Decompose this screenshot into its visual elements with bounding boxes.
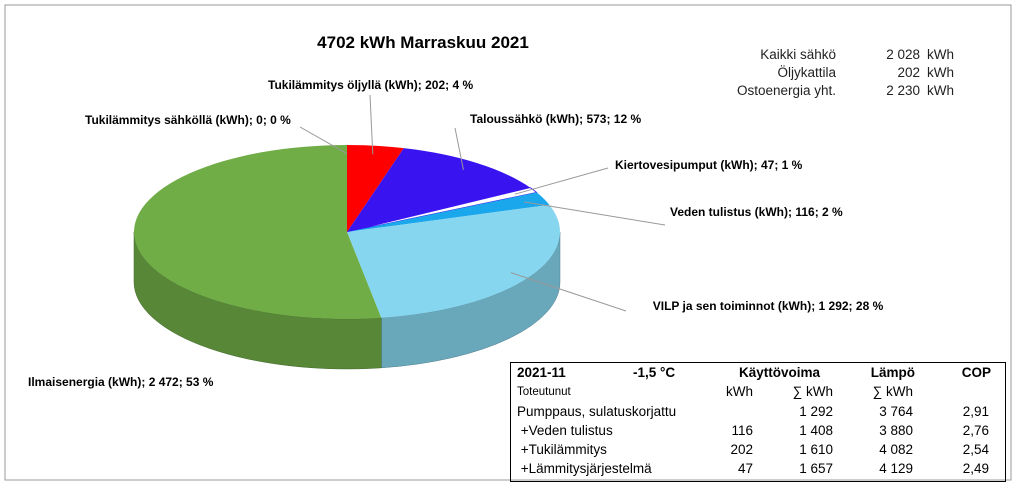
data-label: Ilmaisenergia (kWh); 2 472; 53 % bbox=[28, 375, 214, 389]
data-label: Taloussähkö (kWh); 573; 12 % bbox=[470, 112, 642, 126]
table-cell: 116 bbox=[731, 423, 753, 438]
leader-line bbox=[514, 167, 609, 195]
table-cell: 4 082 bbox=[879, 442, 913, 457]
header-cell: -1,5 °C bbox=[633, 365, 676, 380]
table-cell: 202 bbox=[730, 442, 753, 457]
summary-value: 2 230 bbox=[886, 83, 920, 98]
table-cell: +Tukilämmitys bbox=[517, 442, 607, 457]
table-cell: 2,91 bbox=[962, 404, 989, 419]
table-cell: 2,76 bbox=[962, 423, 989, 438]
pie bbox=[133, 145, 561, 370]
pie-slice bbox=[347, 148, 531, 232]
header-cell: ∑ kWh bbox=[872, 384, 913, 399]
table-cell: +Lämmitysjärjestelmä bbox=[517, 461, 652, 476]
summary-label: Öljykattila bbox=[777, 65, 836, 80]
chart-title: 4702 kWh Marraskuu 2021 bbox=[317, 33, 529, 52]
summary-value: 202 bbox=[897, 65, 920, 80]
data-table: 2021-11 -1,5 °C Käyttövoima Lämpö COP Toteutu… bbox=[510, 362, 1006, 482]
table-cell: 1 408 bbox=[799, 423, 833, 438]
leader-line bbox=[369, 94, 374, 155]
table-cell: 1 292 bbox=[799, 404, 833, 419]
header-cell: COP bbox=[961, 365, 991, 380]
frame bbox=[4, 4, 1012, 481]
leader-line bbox=[454, 127, 464, 170]
data-label: Tukilämmitys sähköllä (kWh); 0; 0 % bbox=[85, 113, 291, 127]
table-cell: 1 610 bbox=[799, 442, 833, 457]
header-cell: kWh bbox=[726, 384, 753, 399]
header-cell: Toteutunut bbox=[517, 386, 571, 398]
table-cell: 4 129 bbox=[879, 461, 913, 476]
table-cell: Pumppaus, sulatuskorjattu bbox=[517, 404, 677, 419]
leader-line bbox=[523, 201, 666, 226]
header-cell: Lämpö bbox=[870, 365, 915, 380]
pie-slice bbox=[347, 192, 550, 232]
header-cell: Käyttövoima bbox=[739, 365, 821, 380]
summary-unit: kWh bbox=[927, 47, 954, 62]
table-cell: 3 880 bbox=[879, 423, 913, 438]
data-label: Kiertovesipumput (kWh); 47; 1 % bbox=[615, 158, 803, 172]
header-cell: ∑ kWh bbox=[792, 384, 833, 399]
pie-slice bbox=[347, 204, 560, 318]
summary-label: Ostoenergia yht. bbox=[736, 83, 836, 98]
summary-unit: kWh bbox=[927, 83, 954, 98]
pie-slice bbox=[346, 187, 538, 233]
data-label: VILP ja sen toiminnot (kWh); 1 292; 28 % bbox=[652, 299, 884, 313]
summary-value: 2 028 bbox=[886, 47, 920, 62]
summary-unit: kWh bbox=[927, 65, 954, 80]
table-cell: 2,49 bbox=[962, 461, 989, 476]
table-cell: 1 657 bbox=[799, 461, 833, 476]
data-label: Veden tulistus (kWh); 116; 2 % bbox=[670, 205, 843, 219]
table-cell: +Veden tulistus bbox=[517, 423, 613, 438]
data-label: Tukilämmitys öljyllä (kWh); 202; 4 % bbox=[268, 78, 474, 92]
summary-label: Kaikki sähkö bbox=[760, 47, 836, 62]
table-cell: 3 764 bbox=[879, 404, 913, 419]
pie-slice bbox=[134, 145, 382, 319]
pie-slice bbox=[347, 145, 404, 232]
header-cell: 2021-11 bbox=[517, 365, 566, 380]
table-cell: 2,54 bbox=[962, 442, 989, 457]
table-cell: 47 bbox=[737, 461, 753, 476]
leader-line bbox=[299, 126, 348, 155]
leader-line bbox=[510, 272, 627, 312]
